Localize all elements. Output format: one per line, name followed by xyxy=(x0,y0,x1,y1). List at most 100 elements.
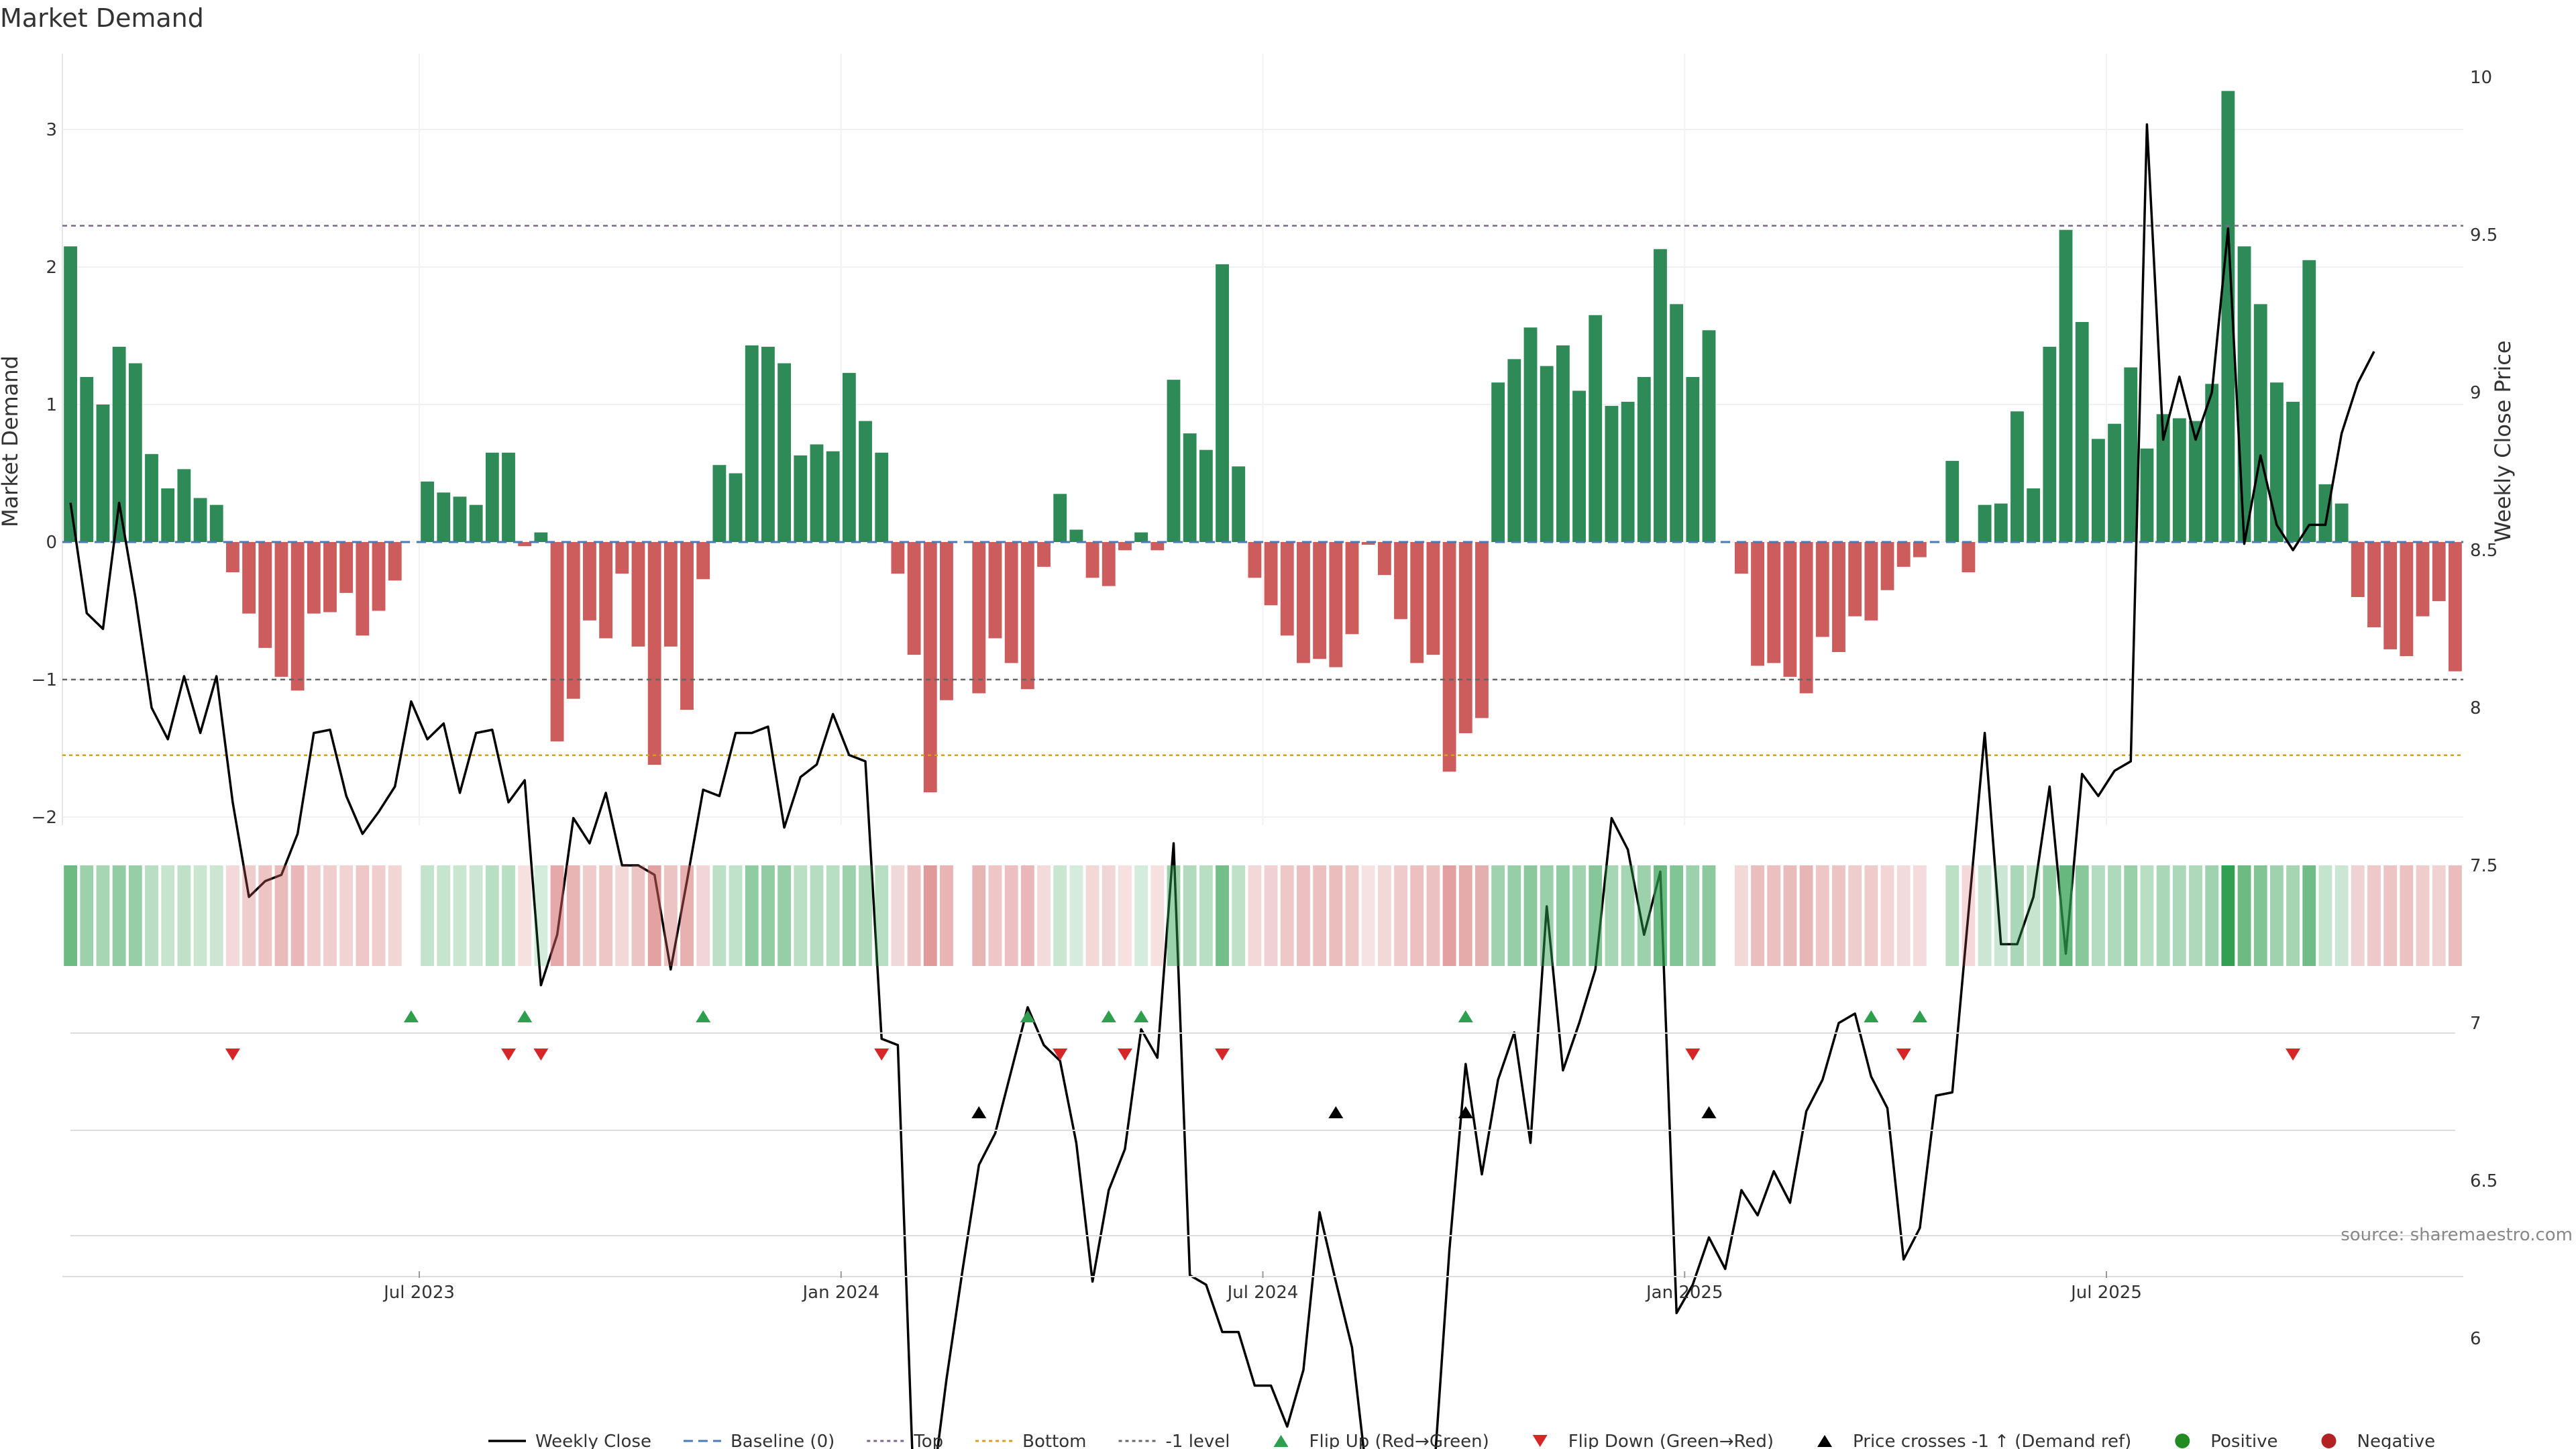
demand-bar xyxy=(972,542,986,694)
demand-bar xyxy=(2400,542,2414,657)
heat-cell xyxy=(2059,865,2073,966)
demand-bar xyxy=(1686,377,1700,542)
heat-cell xyxy=(1637,865,1651,966)
demand-bar xyxy=(64,246,78,542)
heat-cell xyxy=(875,865,889,966)
demand-bar xyxy=(2416,542,2430,616)
demand-bar xyxy=(2010,411,2024,542)
demand-bar xyxy=(534,532,548,542)
demand-bar xyxy=(2189,421,2202,542)
heat-cell xyxy=(745,865,759,966)
heat-cell xyxy=(518,865,532,966)
heat-cell xyxy=(2367,865,2381,966)
heat-cell xyxy=(1913,865,1927,966)
legend-label: Negative xyxy=(2357,1432,2436,1449)
heat-cell xyxy=(2189,865,2202,966)
heat-cell xyxy=(1167,865,1181,966)
heat-cell xyxy=(2253,865,2267,966)
demand-bar xyxy=(712,465,727,542)
heat-cell xyxy=(2027,865,2041,966)
heat-cell xyxy=(145,865,158,966)
y2-axis-label: Weekly Close Price xyxy=(2490,340,2516,542)
heat-cell xyxy=(923,865,937,966)
x-tick-label: Jan 2025 xyxy=(1645,1283,1723,1303)
heat-cell xyxy=(1556,865,1570,966)
demand-bar xyxy=(128,363,142,542)
demand-bar xyxy=(663,542,678,647)
heat-cell xyxy=(453,865,467,966)
heat-cell xyxy=(599,865,613,966)
heat-cell xyxy=(1799,865,1813,966)
heat-cell xyxy=(1945,865,1960,966)
demand-bar xyxy=(372,542,386,611)
heat-cell xyxy=(940,865,953,966)
demand-bar xyxy=(2124,367,2138,542)
demand-bar xyxy=(907,542,921,655)
heat-cell xyxy=(2124,865,2138,966)
heat-cell xyxy=(1994,865,2008,966)
heat-cell xyxy=(112,865,126,966)
heat-cell xyxy=(209,865,223,966)
heat-cell xyxy=(1118,865,1132,966)
demand-bar xyxy=(2448,542,2462,672)
heat-cell xyxy=(258,865,272,966)
demand-bar xyxy=(80,377,94,542)
demand-bar xyxy=(1994,503,2008,542)
heat-cell xyxy=(794,865,808,966)
demand-bar xyxy=(1264,542,1278,606)
demand-bar xyxy=(1799,542,1813,694)
heat-cell xyxy=(1734,865,1748,966)
legend-label: Weekly Close xyxy=(535,1432,651,1449)
demand-bar xyxy=(1313,542,1327,659)
demand-bar xyxy=(1945,461,1960,542)
demand-bar xyxy=(566,542,580,699)
demand-bar xyxy=(1572,390,1586,542)
demand-bar xyxy=(1507,359,1521,542)
demand-bar xyxy=(339,542,354,593)
heat-cell xyxy=(2383,865,2398,966)
heat-cell xyxy=(1313,865,1327,966)
heat-cell xyxy=(177,865,191,966)
demand-bar xyxy=(290,542,305,691)
heat-cell xyxy=(615,865,629,966)
demand-bar xyxy=(388,542,402,581)
heat-cell xyxy=(421,865,435,966)
heat-cell xyxy=(2172,865,2186,966)
heat-cell xyxy=(1329,865,1343,966)
demand-bar xyxy=(631,542,645,647)
x-tick-label: Jul 2025 xyxy=(2070,1283,2142,1303)
heat-cell xyxy=(2318,865,2332,966)
heat-cell xyxy=(2156,865,2170,966)
demand-bar xyxy=(1475,542,1489,718)
demand-bar xyxy=(1751,542,1764,666)
legend-label: Baseline (0) xyxy=(731,1432,835,1449)
heat-cell xyxy=(680,865,694,966)
flip-up-marker xyxy=(1912,1010,1927,1022)
demand-bar xyxy=(1426,542,1440,655)
flip-up-marker xyxy=(1458,1010,1473,1022)
demand-bar xyxy=(1410,542,1424,663)
heat-cell xyxy=(502,865,515,966)
x-tick-label: Jul 2023 xyxy=(382,1283,455,1303)
heat-cell xyxy=(2286,865,2300,966)
demand-bar xyxy=(2075,322,2089,542)
heat-cell xyxy=(2010,865,2024,966)
demand-bar xyxy=(2334,503,2349,542)
flip-up-marker xyxy=(1864,1010,1879,1022)
heat-cell xyxy=(1069,865,1083,966)
heat-cell xyxy=(2043,865,2057,966)
demand-bar xyxy=(2108,423,2121,542)
heat-cell xyxy=(2400,865,2414,966)
demand-bar xyxy=(1394,542,1407,619)
heat-cell xyxy=(663,865,678,966)
demand-bar xyxy=(1605,406,1619,542)
demand-bar xyxy=(1248,542,1262,578)
demand-bar xyxy=(2140,448,2154,542)
demand-bar xyxy=(1913,542,1927,557)
demand-bar xyxy=(1734,542,1748,574)
heat-cell xyxy=(290,865,305,966)
demand-bar xyxy=(2286,401,2300,542)
demand-bar xyxy=(437,492,451,542)
heat-cell xyxy=(2334,865,2349,966)
